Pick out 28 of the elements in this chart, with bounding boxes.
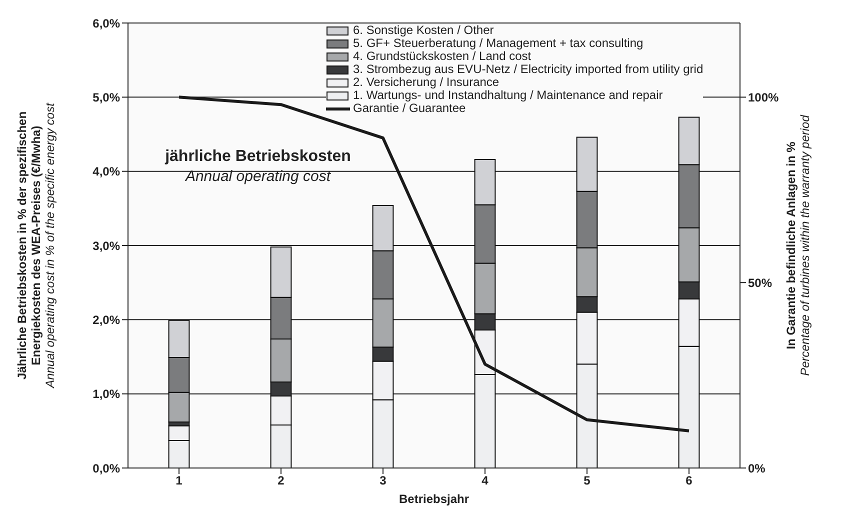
x-tick-label: 1 bbox=[176, 474, 183, 488]
y-axis-title: Jährliche Betriebskosten in % der spezifischen Energiekosten des WEA-Preises (€/Mwha) Annual operating cost in % of the specific energy cost bbox=[15, 102, 57, 389]
y-tick-label: 3,0% bbox=[92, 238, 120, 253]
x-axis-title: Betriebsjahr bbox=[398, 492, 470, 506]
legend-label: 2. Versicherung / Insurance bbox=[353, 75, 500, 89]
x-tick-label: 2 bbox=[278, 474, 285, 488]
y2-tick-label: 100% bbox=[748, 90, 780, 104]
y-tick-label: 1,0% bbox=[92, 387, 120, 402]
x-tick-label: 5 bbox=[584, 474, 591, 488]
y-tick-label: 6,0% bbox=[92, 16, 120, 30]
legend-label: Garantie / Guarantee bbox=[353, 101, 466, 115]
y2-tick-label: 50% bbox=[748, 276, 772, 290]
legend-label: 1. Wartungs- und Instandhaltung / Maintenance and repair bbox=[353, 88, 663, 102]
legend-label: 5. GF+ Steuerberatung / Management + tax consulting bbox=[353, 36, 644, 50]
x-tick-label: 6 bbox=[686, 474, 693, 488]
legend-label: 3. Strombezug aus EVU-Netz / Electricity imported from utility grid bbox=[353, 62, 704, 76]
annotation: jährliche Betriebskosten bbox=[164, 148, 352, 166]
annotation: Annual operating cost bbox=[184, 168, 332, 185]
legend-label: 6. Sonstige Kosten / Other bbox=[353, 23, 494, 37]
y2-axis-title: In Garantie befindliche Anlagen in % Percentage of turbines within the warranty period bbox=[784, 114, 812, 376]
y2-tick-label: 0% bbox=[748, 461, 766, 476]
y-tick-label: 0,0% bbox=[92, 461, 120, 476]
x-tick-label: 4 bbox=[482, 474, 489, 488]
y-tick-label: 5,0% bbox=[92, 90, 120, 104]
legend-label: 4. Grundstückskosten / Land cost bbox=[353, 49, 532, 63]
x-tick-label: 3 bbox=[380, 474, 387, 488]
y-tick-label: 4,0% bbox=[92, 164, 120, 179]
y-tick-label: 2,0% bbox=[92, 312, 120, 327]
